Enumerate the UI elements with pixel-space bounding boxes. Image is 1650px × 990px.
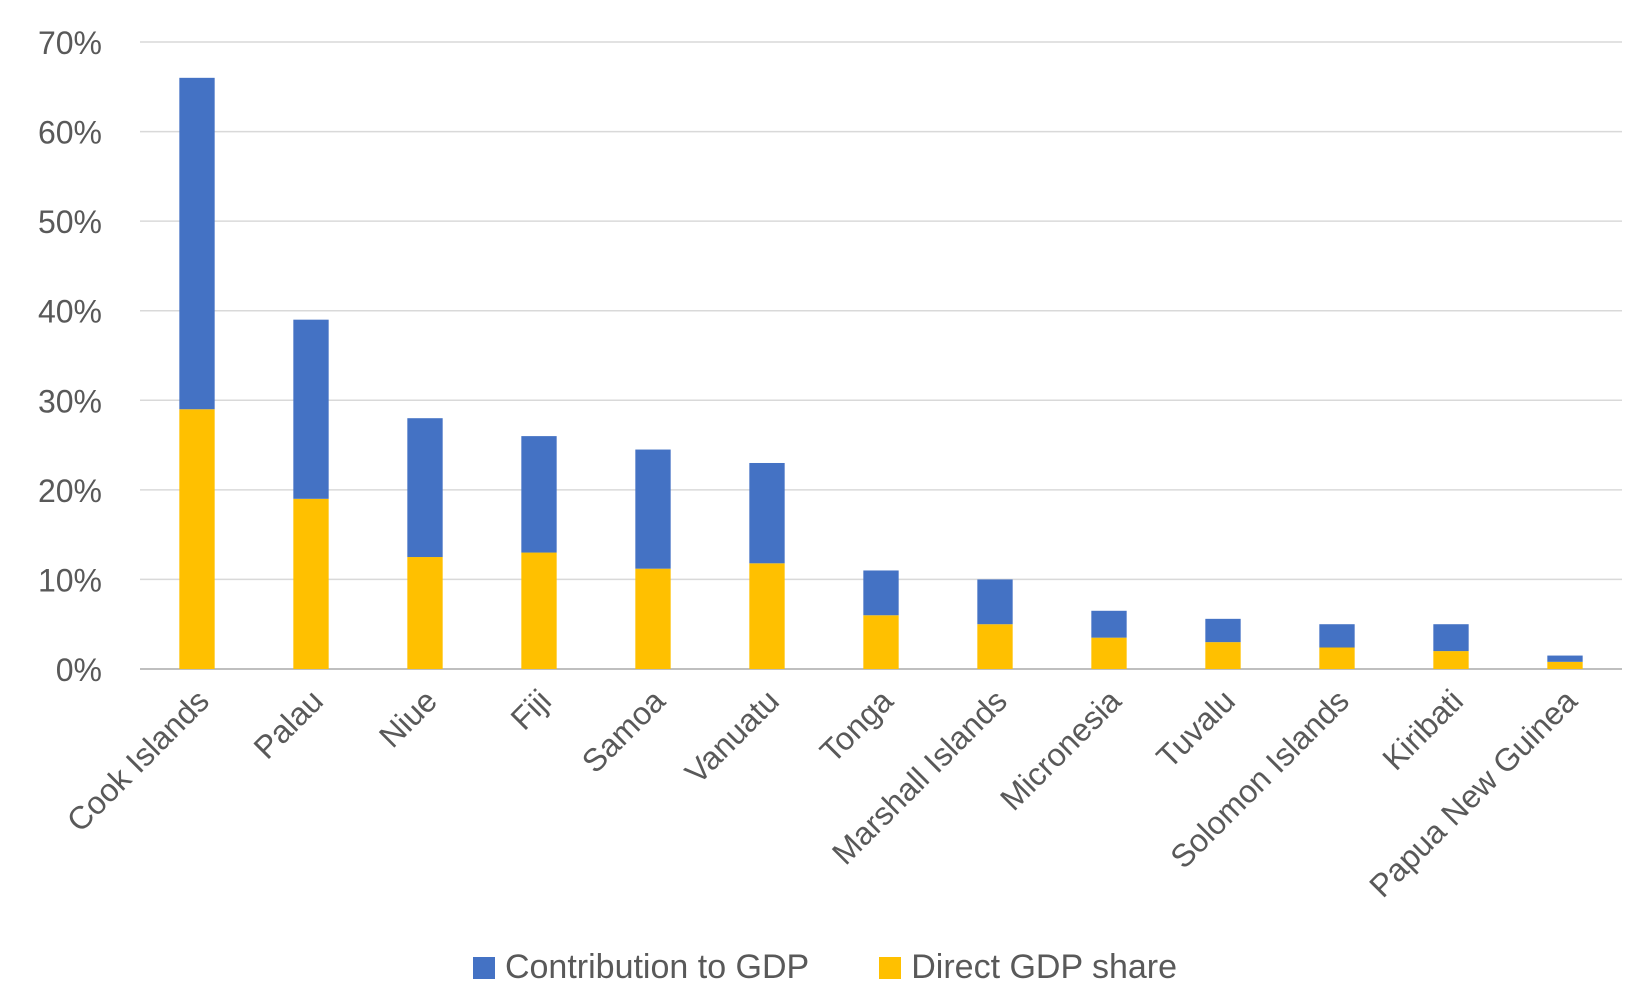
bar-contribution [977, 579, 1013, 625]
bar-contribution [1319, 624, 1355, 648]
bar-direct [407, 557, 443, 669]
y-tick-label: 40% [38, 294, 102, 330]
bar-direct [635, 568, 671, 669]
x-tick-label: Micronesia [993, 682, 1128, 817]
bar-contribution [1433, 624, 1469, 652]
bar-direct [863, 615, 899, 669]
legend-item-direct: Direct GDP share [879, 948, 1177, 987]
bar-direct [1091, 637, 1127, 669]
y-tick-label: 70% [38, 25, 102, 61]
y-axis: 0% 10% 20% 30% 40% 50% 60% 70% [38, 25, 102, 688]
x-tick-label: Niue [372, 682, 444, 754]
bar-direct [1319, 647, 1355, 669]
x-tick-label: Cook Islands [60, 682, 216, 838]
bar-direct [293, 498, 329, 669]
bar-contribution [293, 319, 329, 499]
bar-contribution [407, 418, 443, 558]
bar-contribution [749, 462, 785, 564]
bar-direct [1205, 642, 1241, 669]
legend-swatch-contribution [472, 956, 495, 979]
bar-direct [977, 624, 1013, 669]
bar-direct [521, 552, 557, 669]
y-tick-label: 0% [56, 652, 102, 688]
y-tick-label: 10% [38, 562, 102, 598]
x-tick-label: Vanuatu [678, 682, 786, 790]
bar-contribution [863, 570, 899, 616]
y-tick-label: 20% [38, 473, 102, 509]
x-tick-label: Tonga [813, 682, 900, 769]
bar-direct [179, 409, 215, 669]
bar-contribution [521, 436, 557, 553]
legend-label-contribution: Contribution to GDP [504, 948, 810, 986]
x-tick-label: Kiribati [1375, 682, 1470, 777]
gridlines [140, 41, 1622, 670]
x-axis: Cook Islands Palau Niue Fiji Samoa Vanuatu Ton… [60, 682, 1584, 904]
legend-label-direct: Direct GDP share [911, 948, 1178, 986]
bar-direct [1547, 661, 1583, 669]
bar-direct [1433, 651, 1469, 669]
legend: Contribution to GDP Direct GDP share [0, 948, 1650, 987]
y-tick-label: 50% [38, 204, 102, 240]
y-tick-label: 30% [38, 383, 102, 419]
bar-direct [749, 563, 785, 669]
x-tick-label: Papua New Guinea [1362, 682, 1584, 904]
bar-contribution [635, 449, 671, 569]
bar-contribution [1091, 610, 1127, 638]
x-tick-label: Tuvalu [1149, 682, 1242, 775]
bars [179, 77, 1583, 669]
legend-swatch-direct [879, 956, 902, 979]
x-tick-label: Fiji [504, 682, 558, 736]
x-tick-label: Palau [247, 682, 330, 765]
legend-item-contribution: Contribution to GDP [472, 948, 810, 987]
y-tick-label: 60% [38, 115, 102, 151]
x-tick-label: Samoa [575, 682, 672, 779]
bar-contribution [179, 77, 215, 410]
bar-contribution [1547, 655, 1583, 662]
bar-contribution [1205, 618, 1241, 643]
